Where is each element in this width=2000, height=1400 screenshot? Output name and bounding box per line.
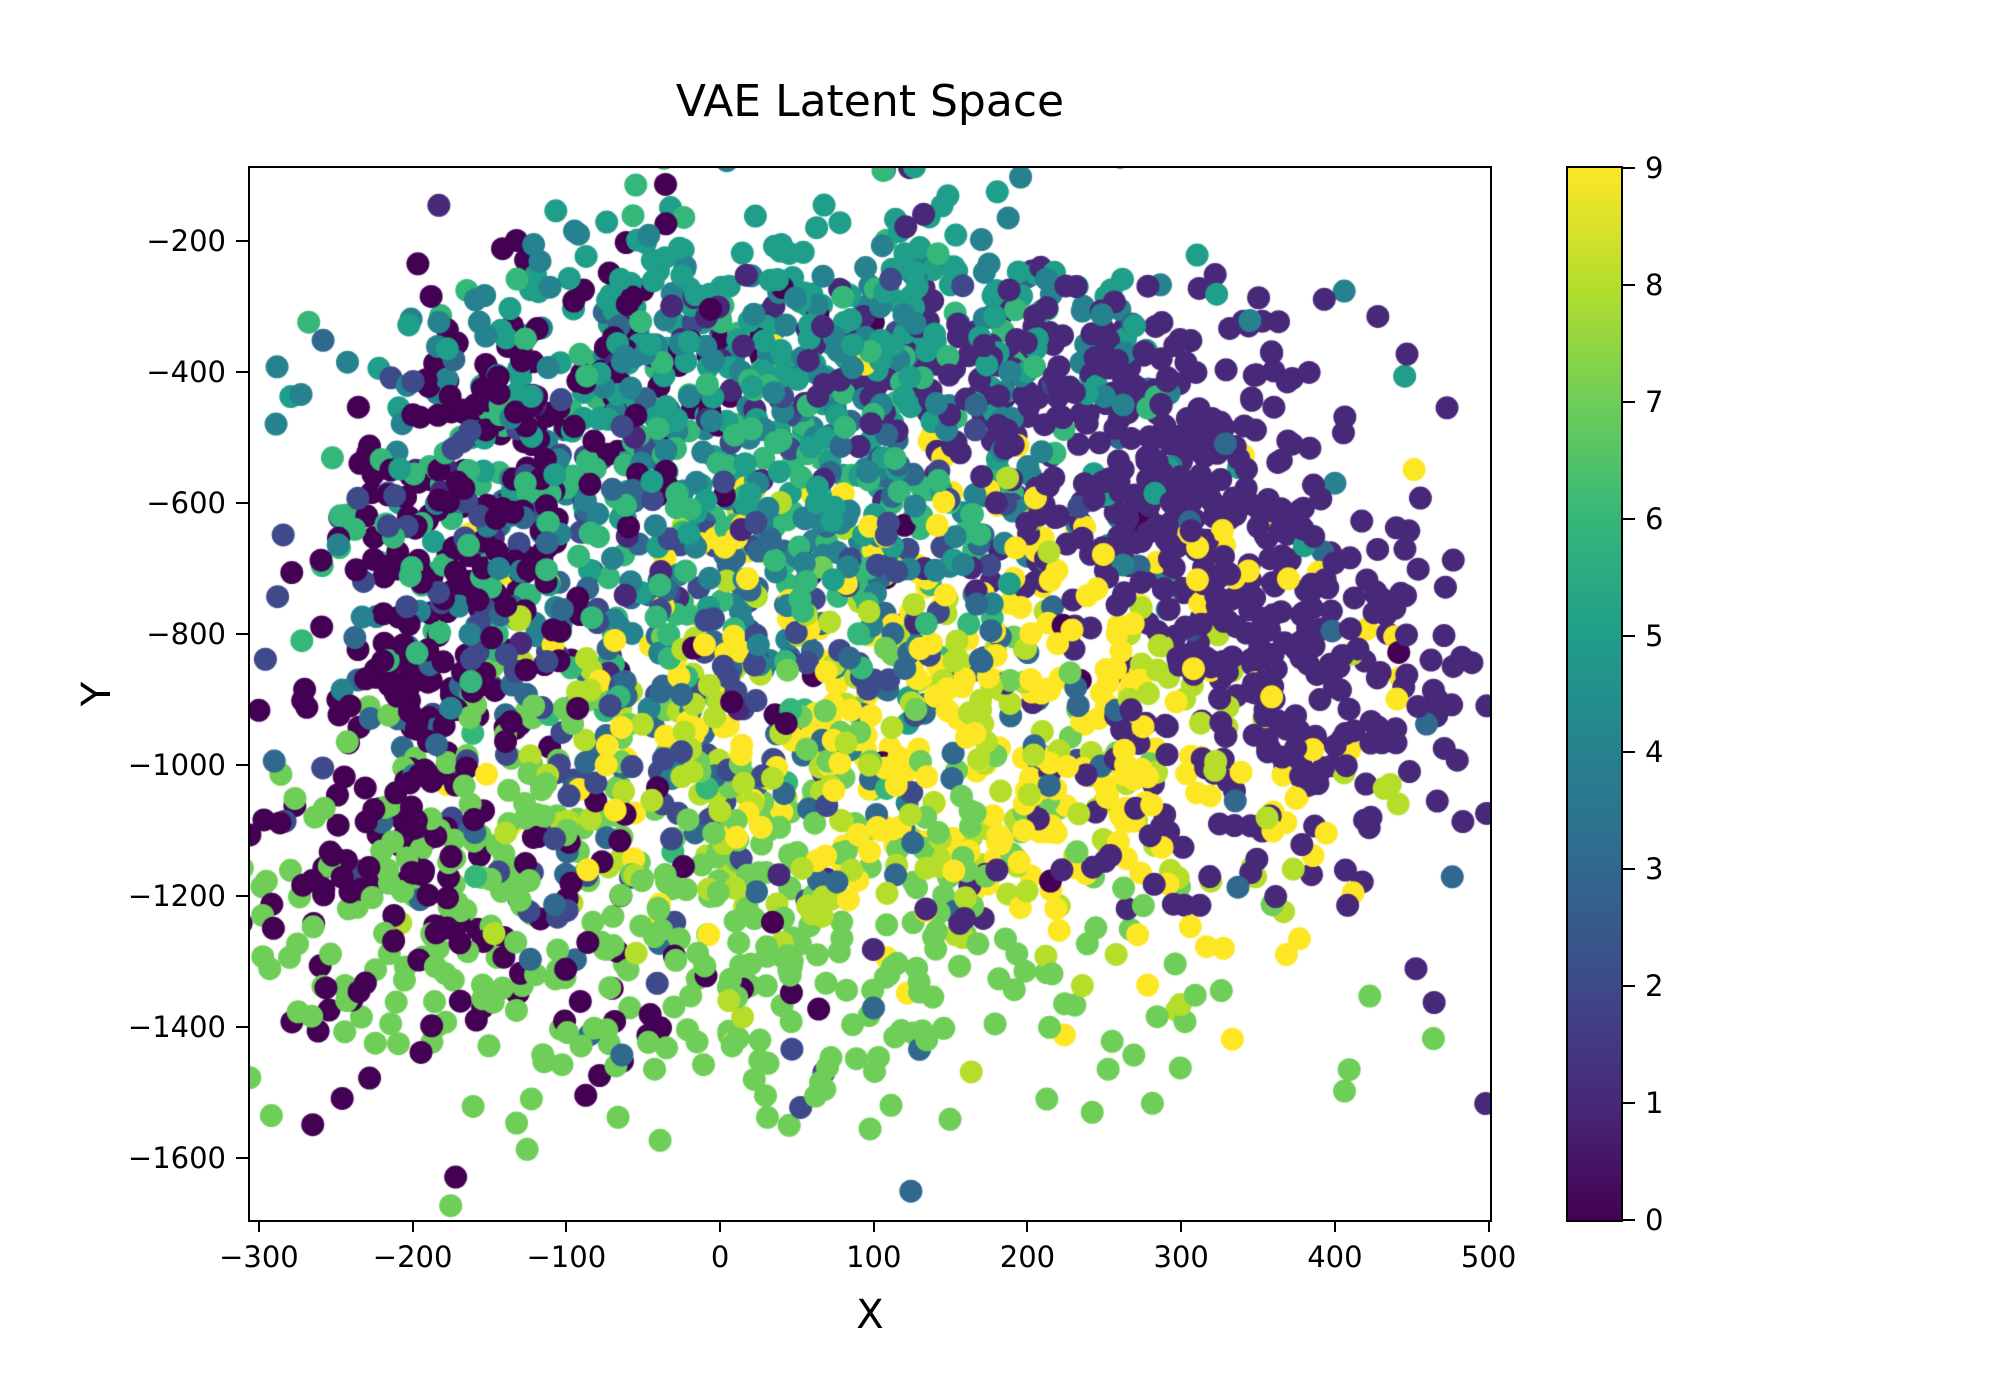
colorbar-tick-mark <box>1623 634 1635 637</box>
y-tick-label: −1600 <box>127 1141 226 1176</box>
y-tick-label: −1400 <box>127 1010 226 1045</box>
y-tick-label: −600 <box>146 485 226 520</box>
x-tick-label: −300 <box>219 1240 299 1274</box>
colorbar-tick-label: 9 <box>1645 151 1664 185</box>
chart-title: VAE Latent Space <box>675 76 1065 127</box>
x-tick-mark <box>1180 1220 1183 1232</box>
y-tick-label: −1200 <box>127 879 226 913</box>
x-tick-mark <box>872 1220 875 1232</box>
y-tick-mark <box>236 1026 248 1029</box>
y-tick-label: −800 <box>146 616 226 651</box>
colorbar-gradient <box>1566 166 1623 1222</box>
colorbar-tick-mark <box>1623 167 1635 169</box>
x-tick-mark <box>1333 1220 1336 1232</box>
plot-area <box>248 166 1492 1222</box>
y-tick-mark <box>236 370 248 373</box>
x-tick-mark <box>1487 1220 1490 1232</box>
colorbar-tick-label: 7 <box>1645 384 1664 419</box>
y-tick-mark <box>236 895 248 897</box>
x-tick-label: 300 <box>1153 1240 1209 1274</box>
x-tick-mark <box>565 1220 568 1232</box>
colorbar-tick-mark <box>1623 985 1635 988</box>
colorbar-tick-label: 5 <box>1645 618 1664 653</box>
x-tick-mark <box>411 1220 414 1232</box>
colorbar-tick-label: 6 <box>1645 501 1664 536</box>
x-tick-mark <box>1026 1220 1029 1232</box>
colorbar-tick-mark <box>1623 283 1635 286</box>
x-tick-label: −100 <box>526 1240 607 1274</box>
y-tick-mark <box>236 632 248 635</box>
colorbar-tick-label: 3 <box>1645 852 1664 887</box>
x-tick-label: −200 <box>372 1240 453 1274</box>
y-tick-mark <box>236 501 248 504</box>
y-tick-label: −200 <box>146 223 226 258</box>
colorbar-tick-mark <box>1623 1102 1635 1105</box>
colorbar-tick-mark <box>1623 517 1635 520</box>
x-axis-label: X <box>856 1292 884 1338</box>
colorbar-tick-mark <box>1623 400 1635 403</box>
y-tick-label: −400 <box>146 354 226 389</box>
colorbar-tick-label: 4 <box>1645 735 1664 770</box>
x-tick-mark <box>719 1220 722 1232</box>
colorbar-tick-label: 8 <box>1645 267 1664 302</box>
colorbar-tick-mark <box>1623 751 1635 754</box>
colorbar-tick-label: 1 <box>1645 1086 1664 1121</box>
x-tick-label: 500 <box>1460 1240 1517 1274</box>
y-axis-label: Y <box>74 681 120 707</box>
x-tick-mark <box>257 1220 260 1232</box>
y-tick-label: −1000 <box>127 748 226 782</box>
colorbar-tick-label: 2 <box>1645 969 1664 1004</box>
colorbar-tick-mark <box>1623 868 1635 871</box>
x-tick-label: 0 <box>710 1240 730 1274</box>
x-tick-label: 400 <box>1307 1240 1363 1274</box>
x-tick-label: 100 <box>846 1240 902 1274</box>
y-tick-mark <box>236 1157 248 1160</box>
colorbar-tick-label: 0 <box>1645 1203 1664 1237</box>
x-tick-label: 200 <box>999 1240 1056 1274</box>
scatter-canvas <box>250 168 1490 1220</box>
colorbar-tick-mark <box>1623 1219 1635 1221</box>
y-tick-mark <box>236 239 248 242</box>
y-tick-mark <box>236 764 248 766</box>
